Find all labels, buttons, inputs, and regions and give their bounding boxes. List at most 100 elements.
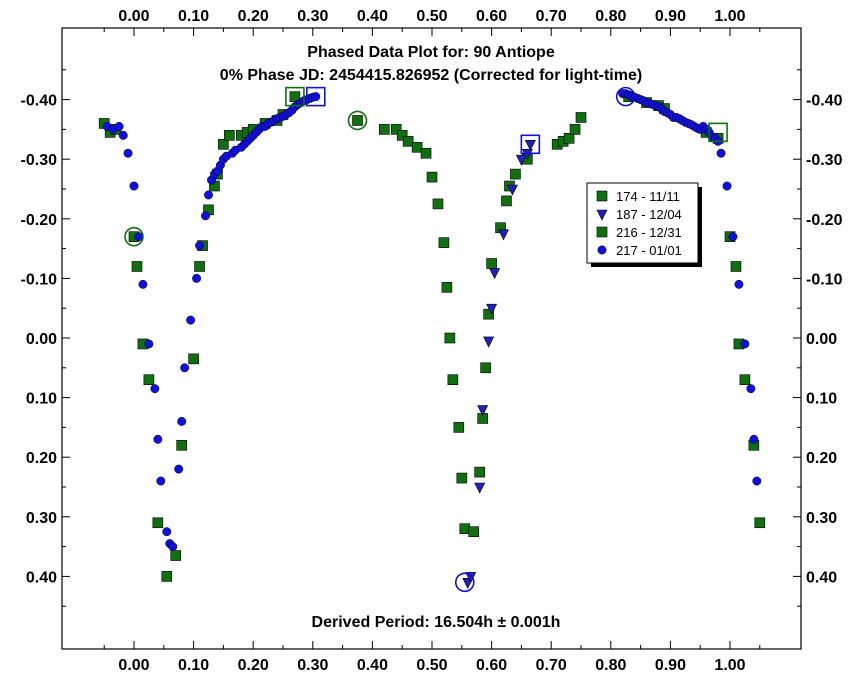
data-point <box>489 268 501 280</box>
chart-title: Phased Data Plot for: 90 Antiope <box>307 44 555 61</box>
data-point <box>188 353 199 365</box>
data-point <box>477 405 489 417</box>
x-tick-label: 0.10 <box>178 8 209 25</box>
data-point <box>144 339 154 349</box>
x-tick-label: 0.00 <box>118 657 149 674</box>
highlight-square <box>520 134 541 155</box>
data-point <box>192 273 202 283</box>
data-point <box>138 279 148 289</box>
x-tick-label: 0.50 <box>416 657 447 674</box>
y-tick-label: 0.00 <box>26 331 57 348</box>
data-point <box>483 336 495 348</box>
data-point <box>459 523 471 535</box>
legend-label: 216 - 12/31 <box>616 225 682 240</box>
highlight-circle <box>124 226 144 247</box>
x-tick-label: 0.10 <box>178 657 209 674</box>
data-point <box>754 517 766 529</box>
y-tick-label: 0.20 <box>806 450 837 467</box>
x-tick-label: 1.00 <box>714 657 745 674</box>
data-point <box>411 141 423 153</box>
data-point <box>123 148 133 158</box>
chart-subtitle: 0% Phase JD: 2454415.826952 (Corrected f… <box>220 67 642 84</box>
data-point <box>156 476 166 486</box>
data-point <box>176 439 187 451</box>
data-point <box>486 303 498 315</box>
data-point <box>118 130 128 140</box>
data-point <box>194 261 205 272</box>
legend-marker <box>596 190 608 202</box>
data-point <box>506 184 518 196</box>
data-point <box>474 482 486 494</box>
data-point <box>218 139 229 150</box>
data-point <box>730 261 742 272</box>
y-tick-label: 0.10 <box>806 391 837 408</box>
x-axis-labels-bottom: 0.00 0.10 0.20 0.30 0.40 0.50 0.60 0.70 0.80 0.90… <box>118 657 745 674</box>
x-tick-label: 0.00 <box>118 8 149 25</box>
data-point <box>716 148 726 158</box>
y-tick-label: -0.10 <box>21 271 58 288</box>
highlight-square <box>708 122 728 143</box>
data-point <box>170 550 182 561</box>
y-tick-label: -0.40 <box>21 93 58 110</box>
legend-label: 217 - 01/01 <box>616 243 682 258</box>
data-point <box>168 542 178 552</box>
x-tick-label: 0.80 <box>595 8 626 25</box>
data-point <box>752 476 762 486</box>
x-tick-label: 0.30 <box>297 8 328 25</box>
data-point <box>575 112 587 123</box>
data-point <box>161 571 173 582</box>
data-point <box>444 332 456 344</box>
x-tick-label: 1.00 <box>714 8 745 25</box>
y-tick-label: 0.10 <box>26 391 57 408</box>
legend-label: 187 - 12/04 <box>616 207 682 222</box>
data-point <box>486 258 497 269</box>
data-point <box>186 315 196 325</box>
y-tick-label: -0.30 <box>806 152 843 169</box>
data-point <box>224 130 235 141</box>
data-point <box>740 339 750 349</box>
x-tick-label: 0.40 <box>357 657 388 674</box>
data-point <box>432 198 444 210</box>
data-point <box>153 434 163 444</box>
x-tick-label: 0.50 <box>416 8 447 25</box>
highlight-markers <box>124 86 728 593</box>
x-tick-label: 0.20 <box>238 657 269 674</box>
data-point <box>498 229 510 241</box>
y-axis-labels-left: -0.40 -0.30 -0.20 -0.10 0.00 0.10 0.20 0.30 0.40 <box>21 93 58 587</box>
highlight-square <box>285 86 305 107</box>
data-point <box>728 232 738 242</box>
data-point <box>204 190 213 200</box>
tick-marks <box>62 28 801 649</box>
legend-marker <box>596 209 608 221</box>
data-point <box>152 517 164 529</box>
legend-marker <box>596 226 608 238</box>
data-point <box>441 282 453 293</box>
x-tick-label: 0.60 <box>476 8 507 25</box>
data-point <box>426 171 438 183</box>
data-point <box>195 241 205 251</box>
data-point <box>480 362 491 374</box>
legend-label: 174 - 11/11 <box>616 189 680 204</box>
data-point <box>501 195 512 207</box>
data-point <box>396 130 408 141</box>
data-point <box>201 211 210 221</box>
data-point <box>174 464 184 474</box>
data-point <box>569 124 581 135</box>
x-tick-label: 0.30 <box>297 657 328 674</box>
data-point <box>722 181 732 191</box>
data-point <box>114 121 124 131</box>
y-tick-label: 0.20 <box>26 450 57 467</box>
data-points <box>98 89 766 590</box>
y-tick-label: 0.00 <box>806 331 837 348</box>
data-point <box>352 115 363 126</box>
data-point <box>734 279 744 289</box>
data-point <box>515 154 527 166</box>
data-point <box>438 237 450 248</box>
data-point <box>483 308 494 320</box>
data-point <box>390 124 402 135</box>
x-axis-labels-top: 0.00 0.10 0.20 0.30 0.40 0.50 0.60 0.70 0.80 0.90… <box>118 8 745 25</box>
x-tick-label: 0.90 <box>655 8 686 25</box>
highlight-circle <box>454 572 475 593</box>
data-point <box>131 261 143 272</box>
